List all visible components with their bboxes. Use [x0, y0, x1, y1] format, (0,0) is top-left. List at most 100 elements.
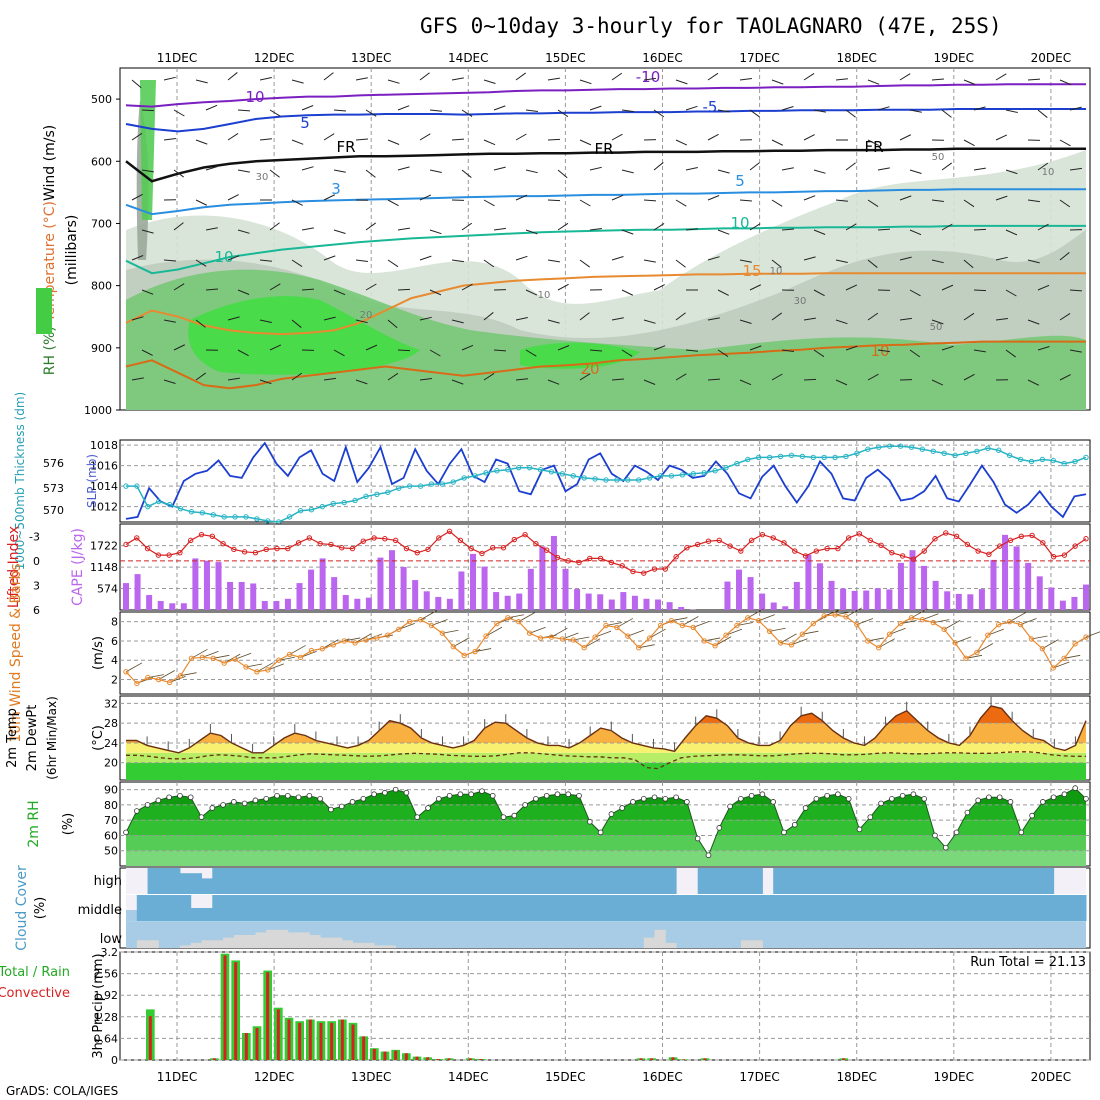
cloud-bar-middle [794, 895, 807, 921]
wind-barb [365, 222, 377, 231]
thickness-point [1083, 454, 1089, 461]
cloud-low-bar [384, 945, 397, 948]
cape-bar [238, 581, 245, 610]
li-point [382, 536, 388, 542]
wind-speed-point [646, 635, 653, 641]
rh-color-band [126, 804, 1086, 821]
wind-speed-point [1039, 645, 1046, 652]
cloud-bar-high [320, 868, 332, 894]
wind-barb [451, 379, 464, 385]
rh-point [964, 809, 971, 816]
wind-speed-point [559, 636, 566, 642]
thickness-tick-label: 573 [43, 482, 64, 495]
cape-bar [400, 567, 407, 610]
wind-barb [205, 104, 218, 111]
rh-point [554, 791, 561, 798]
rh-point [791, 821, 798, 828]
surface-wind-barb [780, 633, 797, 644]
li-point [630, 568, 636, 575]
wind-barb [195, 372, 207, 381]
precip-convective-bar [244, 1033, 248, 1060]
precip-tick-label: 2.56 [94, 968, 119, 981]
wind-speed-point [614, 624, 620, 631]
wind-barb [515, 317, 528, 321]
precip-convective-bar [436, 1058, 440, 1060]
wind-speed-point [679, 622, 686, 629]
li-point [673, 554, 679, 560]
thickness-point [221, 514, 227, 520]
wind-barb [973, 228, 987, 231]
rh-label: RH (%) [42, 322, 58, 375]
wind-barb [525, 169, 538, 174]
cloud-bar-middle [762, 895, 774, 921]
wind-barb [483, 79, 496, 84]
li-point [748, 537, 755, 544]
li-point [856, 531, 863, 537]
bottom-date-axis: 11DEC 12DEC 13DEC 14DEC 15DEC 16DEC 17DEC 18DEC… [157, 1070, 1071, 1084]
cloud-bar-high [978, 868, 990, 894]
cloud-bar-high [1042, 868, 1055, 894]
wind-barb [1037, 284, 1050, 291]
pressure-tick-label: 1000 [84, 404, 112, 417]
cloud-bar-high [1010, 868, 1022, 894]
thickness-point [526, 464, 533, 471]
thickness-point [734, 460, 740, 467]
wind-barb [579, 79, 592, 85]
li-point [155, 552, 162, 558]
wind-speed-point [221, 660, 227, 666]
wind-barb [611, 72, 623, 81]
wind-speed-point [865, 638, 871, 644]
rh-point [166, 794, 172, 801]
cloud-bar-high [460, 868, 472, 894]
wind-tick-label: 4 [111, 654, 118, 667]
wind-speed-point [1061, 655, 1067, 662]
wind-barb [227, 316, 240, 321]
thickness-point [232, 514, 238, 520]
rh-point [781, 829, 787, 836]
cloud-bar-high [330, 868, 343, 894]
cloud-bar-high [287, 868, 300, 894]
pressure-tick-label: 900 [91, 342, 112, 355]
cloud-bar-middle [967, 895, 979, 921]
wind-barb [237, 229, 250, 234]
wind-barb [685, 105, 698, 111]
wind-barb [845, 162, 856, 171]
wind-barb [173, 169, 185, 178]
cape-bar [955, 593, 962, 610]
wind-barb [643, 77, 656, 81]
surface-wind-barb [835, 611, 852, 616]
wind-barb [419, 72, 430, 81]
cape-bar [192, 558, 199, 610]
cloud-bar-middle [934, 895, 947, 921]
wind-barb [589, 349, 602, 352]
wind-barb [611, 133, 623, 141]
wind-barb [685, 349, 698, 352]
wind-barb [781, 228, 794, 231]
wind-speed-point [1072, 641, 1078, 647]
contour-label: 5 [735, 172, 745, 190]
wind-speed-line [125, 614, 1087, 685]
rh-point [651, 794, 658, 801]
rh-point [187, 794, 194, 801]
cape-bar [377, 557, 384, 610]
precip-legend-convective: Convective [0, 986, 70, 1001]
cloud-bar-middle [341, 895, 354, 921]
surface-wind-barb [289, 645, 306, 655]
minmax-label: (6hr Min/Max) [45, 696, 59, 780]
wind-barb [131, 377, 144, 381]
wind-barb [771, 199, 783, 207]
rh-point [500, 814, 507, 820]
wind-barb [1059, 374, 1071, 381]
li-point [1050, 554, 1057, 560]
li-point [285, 545, 291, 552]
li-point [770, 535, 776, 541]
thickness-point [821, 454, 827, 461]
wind-barb [333, 169, 346, 173]
wind-barb [973, 106, 986, 111]
surface-wind-barb [191, 648, 208, 659]
precip-convective-bar [468, 1058, 472, 1060]
wind-barb [909, 349, 921, 358]
rh-point [1072, 785, 1079, 791]
precip-convective-bar [479, 1058, 483, 1060]
wind-barb [973, 349, 986, 353]
